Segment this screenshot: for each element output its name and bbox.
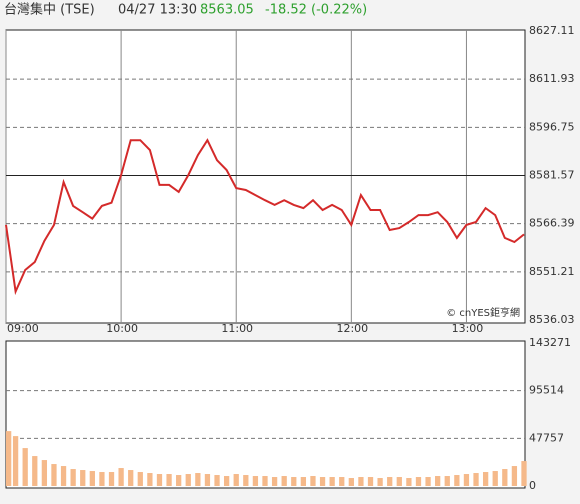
volume-bar <box>291 477 297 486</box>
volume-bar <box>60 466 67 486</box>
volume-bar <box>396 477 402 486</box>
volume-bar <box>41 460 48 486</box>
y-tick-label: 8596.75 <box>529 120 575 133</box>
price-line <box>5 138 525 296</box>
volume-bar <box>252 476 259 486</box>
volume-bar <box>195 473 201 486</box>
volume-bar <box>511 466 518 486</box>
volume-bar <box>22 448 28 486</box>
volume-bar <box>12 436 19 486</box>
volume-bar <box>89 471 95 486</box>
volume-bar <box>387 477 393 486</box>
y-tick-label: 8627.11 <box>529 24 575 37</box>
timestamp: 04/27 13:30 <box>118 3 197 18</box>
volume-bar <box>271 477 278 486</box>
volume-bar <box>166 474 172 486</box>
volume-bar <box>243 475 249 486</box>
volume-bar <box>329 477 335 486</box>
volume-bar <box>521 461 527 486</box>
y-tick-label: 95514 <box>529 384 564 397</box>
volume-bar <box>223 476 230 486</box>
x-tick-label: 13:00 <box>452 322 484 335</box>
volume-bar <box>176 475 182 486</box>
volume-bar <box>32 456 38 486</box>
volume-panel <box>5 340 526 489</box>
x-tick-label: 09:00 <box>7 322 39 335</box>
volume-bar <box>358 477 364 486</box>
volume-bar <box>80 470 86 486</box>
volume-bar <box>415 477 422 486</box>
volume-bar <box>185 474 191 486</box>
y-tick-label: 8536.03 <box>529 313 575 326</box>
volume-bar <box>473 473 479 486</box>
volume-bar <box>214 475 220 486</box>
volume-bar <box>482 472 489 486</box>
y-tick-label: 47757 <box>529 431 564 444</box>
volume-bar <box>425 477 431 486</box>
volume-bar <box>281 476 287 486</box>
volume-bar <box>204 474 211 486</box>
volume-bar <box>128 470 134 486</box>
volume-bar <box>70 469 76 486</box>
price-panel <box>5 29 526 324</box>
volume-bar <box>300 477 307 486</box>
volume-bar <box>118 468 124 486</box>
volume-bar <box>156 474 163 486</box>
x-tick-label: 10:00 <box>106 322 138 335</box>
volume-bar <box>233 474 239 486</box>
watermark: © cnYES鉅亨網 <box>446 306 520 319</box>
volume-bar <box>367 477 374 486</box>
volume-bar <box>137 472 143 486</box>
y-tick-label: 8581.57 <box>529 169 575 182</box>
volume-bar <box>444 476 450 486</box>
volume-bar <box>310 476 316 486</box>
y-tick-label: 0 <box>529 479 536 492</box>
index-name: 台灣集中 (TSE) <box>4 2 95 18</box>
x-tick-label: 11:00 <box>221 322 253 335</box>
volume-bar <box>502 469 508 486</box>
price: 8563.05 <box>200 3 254 18</box>
y-tick-label: 143271 <box>529 336 571 349</box>
change: -18.52 (-0.22%) <box>265 3 367 18</box>
volume-bar <box>147 473 153 486</box>
y-tick-label: 8611.93 <box>529 72 575 85</box>
volume-bar <box>454 475 460 486</box>
volume-bar <box>108 472 115 486</box>
volume-bar <box>377 478 383 486</box>
volume-bar <box>99 472 105 486</box>
volume-bar <box>492 471 498 486</box>
x-tick-label: 12:00 <box>336 322 368 335</box>
volume-bar <box>463 474 470 486</box>
volume-bar <box>319 477 326 486</box>
volume-bar <box>406 478 412 486</box>
volume-bar <box>339 477 345 486</box>
volume-bar <box>6 431 12 486</box>
volume-bar <box>435 476 441 486</box>
y-tick-label: 8566.39 <box>529 217 575 230</box>
volume-bar <box>348 478 354 486</box>
y-tick-label: 8551.21 <box>529 265 575 278</box>
volume-bar <box>262 476 268 486</box>
volume-bar <box>51 464 57 486</box>
